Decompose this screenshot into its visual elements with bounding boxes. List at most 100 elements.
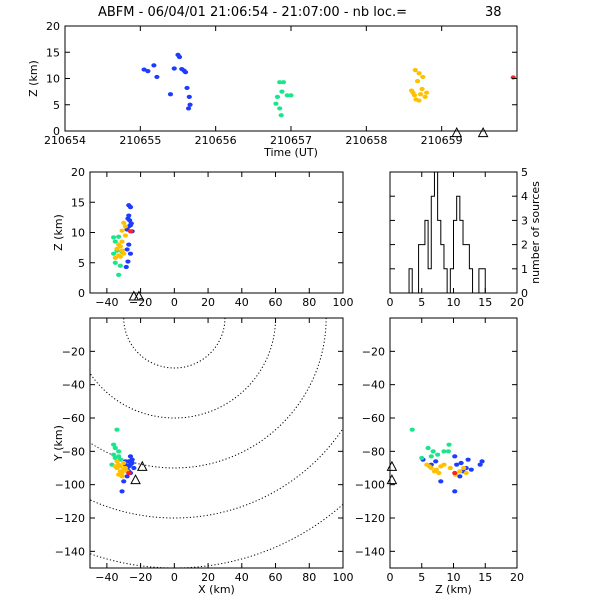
data-point-yellow [417, 92, 424, 97]
x-tick-label: 210654 [44, 134, 86, 147]
data-point-yellow [416, 98, 422, 103]
y-tick-label: 0 [53, 125, 60, 138]
x-axis-label: Z (km) [435, 583, 472, 596]
source-count: 38 [485, 5, 502, 20]
data-point-blue [127, 454, 134, 459]
data-point-green [419, 455, 425, 461]
y-tick-label: −80 [362, 445, 385, 458]
histogram-bin [469, 269, 472, 293]
data-point-yellow [420, 74, 426, 80]
y-tick-label: 5 [521, 166, 528, 179]
histogram-bin [463, 245, 466, 293]
data-point-blue [129, 457, 135, 462]
y-tick-label: 10 [71, 227, 85, 240]
y-tick-label: −140 [55, 545, 85, 558]
data-point-yellow [422, 94, 428, 99]
data-point-red [452, 470, 458, 476]
data-point-yellow [112, 464, 118, 469]
data-point-green [284, 93, 290, 98]
x-tick-label: 40 [235, 296, 249, 309]
histogram-bin [438, 220, 441, 293]
data-point-blue [184, 85, 190, 91]
y-tick-label: −100 [55, 479, 85, 492]
data-point-green [111, 251, 117, 256]
y-tick-label: −20 [362, 345, 385, 358]
histogram-bin [444, 269, 447, 293]
data-point-green [279, 89, 285, 94]
data-point-yellow [117, 254, 123, 259]
y-tick-label: −120 [55, 512, 85, 525]
y-tick-label: −40 [62, 379, 85, 392]
y-tick-label: 0 [521, 287, 528, 300]
data-point-green [111, 452, 117, 457]
data-point-blue [167, 92, 174, 97]
data-point-green [114, 427, 120, 432]
data-point-green [425, 445, 431, 451]
y-tick-label: 1 [521, 263, 528, 276]
x-tick-label: 80 [302, 571, 316, 584]
data-point-yellow [457, 469, 463, 474]
axes-frame [64, 25, 518, 132]
data-point-red [127, 229, 134, 234]
data-point-yellow [447, 465, 453, 471]
histogram-bin [479, 269, 482, 293]
data-point-yellow [122, 233, 129, 238]
data-point-blue [465, 457, 471, 462]
data-point-green [288, 93, 294, 98]
x-tick-label: 210655 [119, 134, 161, 147]
data-point-yellow [119, 474, 125, 479]
data-point-yellow [433, 467, 439, 472]
data-point-blue [127, 251, 134, 256]
data-point-green [112, 260, 118, 265]
data-point-blue [452, 454, 458, 459]
data-point-green [430, 449, 436, 454]
histogram-bin [441, 245, 444, 293]
data-point-yellow [419, 86, 425, 92]
x-tick-label: −20 [129, 296, 152, 309]
x-tick-label: 20 [510, 571, 524, 584]
data-point-yellow [117, 244, 123, 249]
data-point-blue [186, 94, 192, 99]
y-axis-label: Z (km) [27, 60, 40, 97]
data-point-yellow [114, 459, 120, 464]
data-point-green [116, 272, 122, 277]
data-point-green [111, 235, 117, 240]
data-point-yellow [414, 79, 421, 84]
range-ring [123, 318, 226, 369]
x-tick-label: 15 [478, 296, 492, 309]
x-tick-label: 5 [418, 296, 425, 309]
y-tick-label: 15 [46, 46, 60, 59]
histogram-bin [460, 220, 463, 293]
data-point-blue [124, 247, 130, 252]
x-tick-label: 100 [333, 296, 354, 309]
x-tick-label: 20 [510, 296, 524, 309]
data-point-yellow [112, 255, 118, 261]
data-point-yellow [441, 462, 447, 467]
figure-title: ABFM - 06/04/01 21:06:54 - 21:07:00 - nb… [98, 5, 407, 20]
histogram-bin [434, 172, 437, 293]
data-point-yellow [119, 228, 125, 233]
data-point-yellow [122, 465, 129, 471]
histogram-bin [428, 269, 431, 293]
panel-x-z: −40 −20 0 20 40 60 80 100 0 5 10 15 20 Z (km) [52, 166, 354, 309]
data-point-green [409, 427, 415, 432]
x-tick-label: 40 [235, 571, 249, 584]
y-axis-label: number of sources [529, 181, 542, 284]
data-point-yellow [461, 465, 467, 471]
x-tick-label: 100 [333, 571, 354, 584]
data-point-green [435, 452, 441, 457]
x-tick-label: 210657 [270, 134, 312, 147]
data-point-blue [182, 70, 189, 75]
data-point-blue [452, 489, 458, 494]
data-points [409, 427, 485, 494]
y-tick-label: 15 [71, 196, 85, 209]
data-point-blue [176, 54, 183, 60]
y-tick-label: 3 [521, 214, 528, 227]
data-point-blue [479, 459, 485, 464]
data-point-blue [121, 479, 127, 484]
x-tick-label: −40 [95, 296, 118, 309]
axes-frame [89, 317, 344, 569]
data-point-yellow [436, 470, 442, 476]
y-tick-label: −100 [355, 479, 385, 492]
data-point-yellow [424, 90, 430, 95]
